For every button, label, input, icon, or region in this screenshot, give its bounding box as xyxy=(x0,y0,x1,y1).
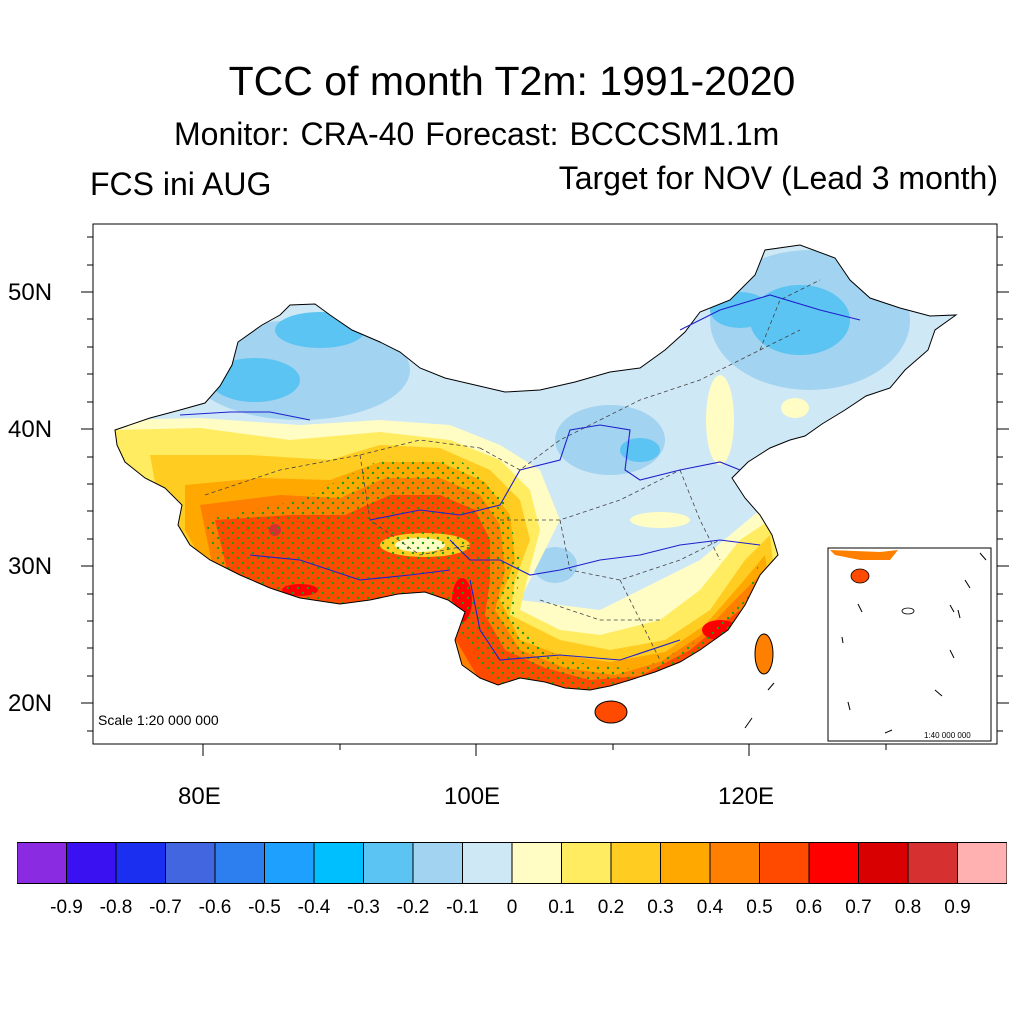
colorbar-label-5: -0.4 xyxy=(297,897,331,918)
colorbar-swatch-15 xyxy=(759,842,810,884)
colorbar-label-12: 0.3 xyxy=(647,897,674,918)
lat-label-20n: 20N xyxy=(8,690,53,717)
colorbar-label-14: 0.5 xyxy=(746,897,773,918)
colorbar-swatch-19 xyxy=(957,842,1007,884)
lon-label-100e: 100E xyxy=(444,783,501,810)
colorbar-swatch-13 xyxy=(660,842,711,884)
lon-label-120e: 120E xyxy=(718,783,775,810)
colorbar xyxy=(17,842,1007,884)
colorbar-swatch-10 xyxy=(511,842,562,884)
colorbar-swatch-16 xyxy=(808,842,859,884)
colorbar-label-16: 0.7 xyxy=(845,897,872,918)
lat-label-30n: 30N xyxy=(8,553,53,580)
colorbar-swatch-17 xyxy=(858,842,909,884)
rivers xyxy=(179,294,861,661)
init-label: FCS ini AUG xyxy=(90,166,272,202)
colorbar-swatch-2 xyxy=(115,842,166,884)
colorbar-swatch-1 xyxy=(66,842,117,884)
axis-ticks xyxy=(81,236,1009,756)
colorbar-swatch-3 xyxy=(165,842,216,884)
colorbar-label-1: -0.8 xyxy=(99,897,133,918)
colorbar-swatch-8 xyxy=(412,842,463,884)
colorbar-label-13: 0.4 xyxy=(696,897,724,918)
lat-label-40n: 40N xyxy=(8,416,53,443)
colorbar-label-8: -0.1 xyxy=(446,897,479,918)
scale-text: Scale 1:20 000 000 xyxy=(98,712,219,728)
colorbar-swatch-9 xyxy=(462,842,513,884)
colorbar-swatch-4 xyxy=(214,842,265,884)
colorbar-swatch-5 xyxy=(264,842,315,884)
colorbar-label-2: -0.7 xyxy=(149,897,182,918)
target-label: Target for NOV (Lead 3 month) xyxy=(558,160,998,196)
hainan-island xyxy=(594,700,628,724)
colorbar-label-6: -0.3 xyxy=(347,897,380,918)
colorbar-label-17: 0.8 xyxy=(894,897,922,918)
colorbar-swatch-7 xyxy=(363,842,414,884)
colorbar-label-4: -0.5 xyxy=(248,897,281,918)
colorbar-swatch-11 xyxy=(561,842,612,884)
colorbar-label-10: 0.1 xyxy=(548,897,575,918)
taiwan-island xyxy=(754,633,774,675)
chart-subtitle: Monitor: CRA-40 Forecast: BCCCSM1.1m xyxy=(174,116,780,152)
colorbar-swatch-6 xyxy=(313,842,364,884)
colorbar-label-0: -0.9 xyxy=(50,897,83,918)
colorbar-swatch-14 xyxy=(709,842,760,884)
colorbar-label-7: -0.2 xyxy=(396,897,430,918)
colorbar-label-3: -0.6 xyxy=(198,897,232,918)
china-outline xyxy=(114,244,958,691)
lon-label-80e: 80E xyxy=(178,783,221,810)
colorbar-swatch-0 xyxy=(17,842,67,884)
colorbar-label-18: 0.9 xyxy=(944,897,971,918)
colorbar-swatch-12 xyxy=(610,842,661,884)
lat-label-50n: 50N xyxy=(8,279,53,306)
inset-scale-text: 1:40 000 000 xyxy=(924,731,971,740)
colorbar-label-15: 0.6 xyxy=(795,897,823,918)
province-boundaries xyxy=(204,279,821,661)
inset-map: 1:40 000 000 xyxy=(827,547,992,742)
colorbar-label-9: 0 xyxy=(506,897,518,918)
chart-title: TCC of month T2m: 1991-2020 xyxy=(228,58,796,104)
colorbar-swatch-18 xyxy=(907,842,958,884)
colorbar-label-11: 0.2 xyxy=(597,897,625,918)
